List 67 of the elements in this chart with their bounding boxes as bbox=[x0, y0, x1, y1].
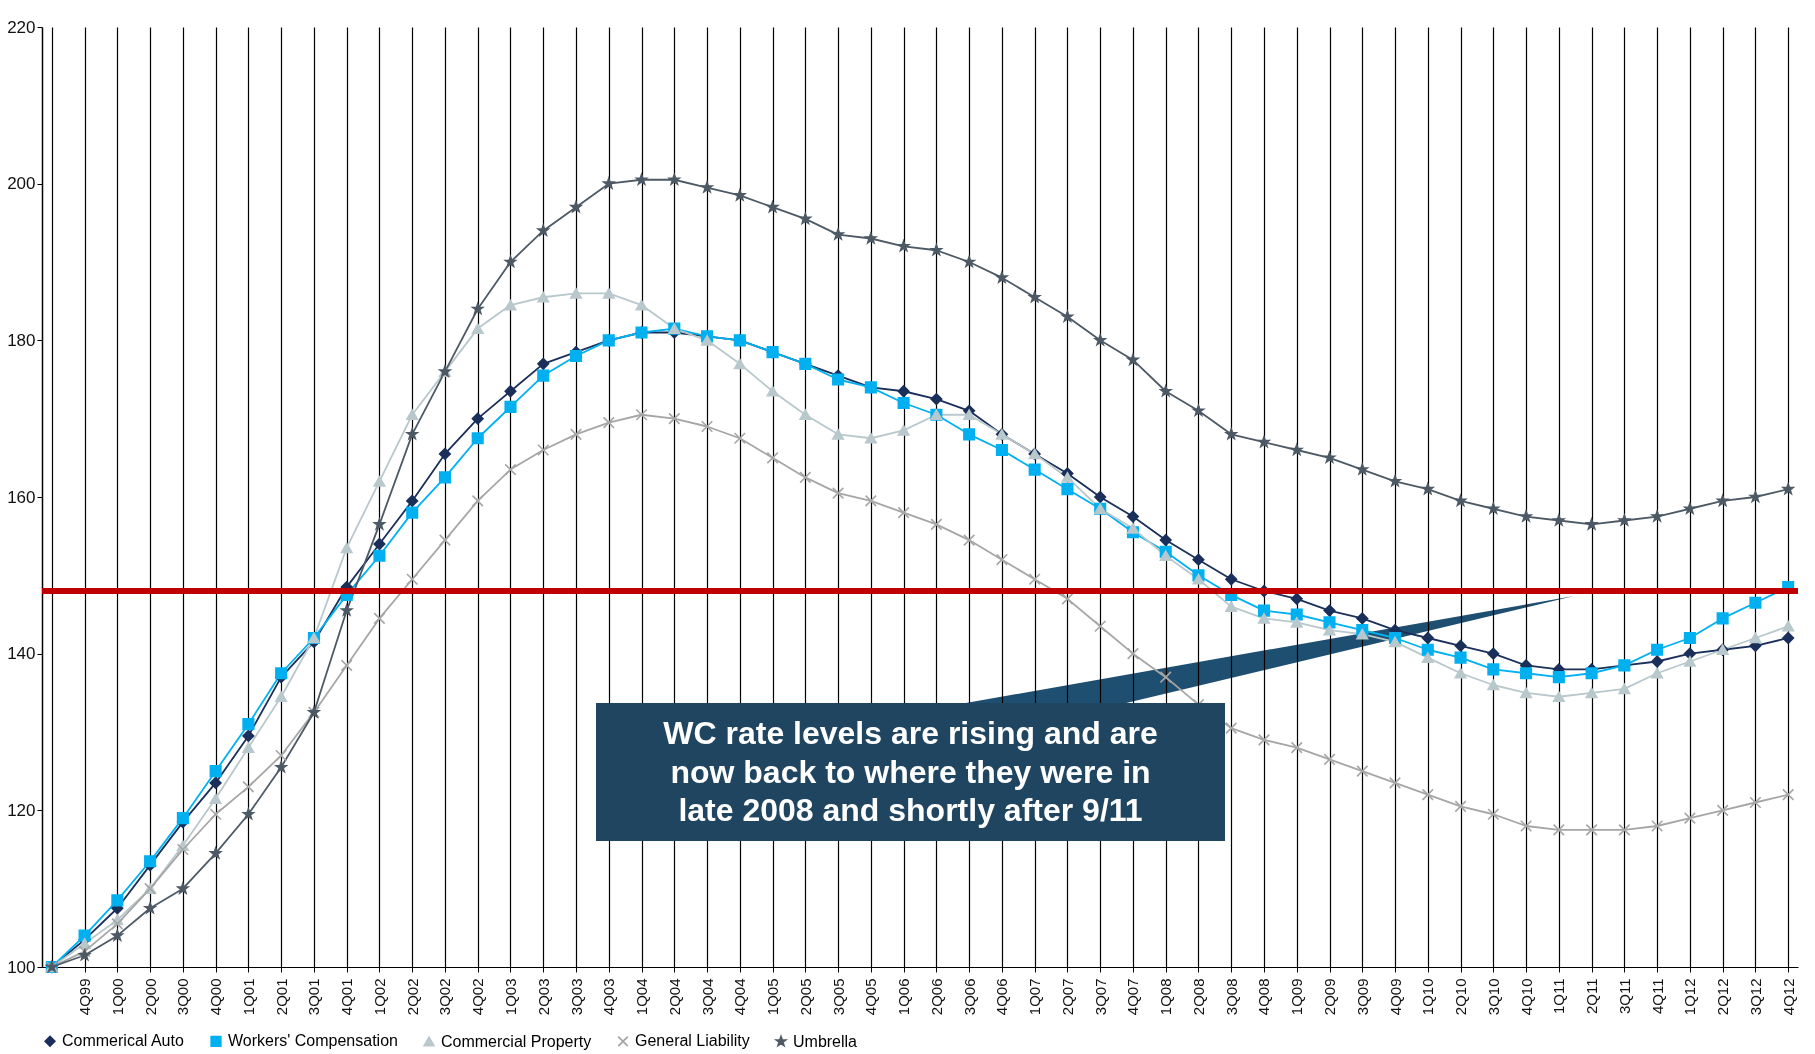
x-tick-label: 3Q08 bbox=[1222, 978, 1240, 1016]
x-tick-label: 4Q10 bbox=[1517, 978, 1535, 1016]
y-tick-label: 140 bbox=[7, 644, 36, 664]
x-tick-label: 2Q12 bbox=[1714, 978, 1732, 1016]
x-tick-label: 2Q11 bbox=[1583, 978, 1601, 1015]
x-tick-label: 4Q06 bbox=[993, 978, 1011, 1016]
x-tick-label: 2Q05 bbox=[796, 978, 814, 1016]
y-tick-label: 120 bbox=[7, 800, 36, 820]
x-tick-label: 3Q02 bbox=[436, 978, 454, 1016]
legend-label: Commerical Auto bbox=[62, 1032, 184, 1050]
x-tick-label: 1Q07 bbox=[1026, 978, 1044, 1016]
x-tick-label: 1Q00 bbox=[108, 978, 126, 1016]
x-tick-label: 4Q07 bbox=[1124, 978, 1142, 1016]
x-tick-label: 1Q02 bbox=[370, 978, 388, 1016]
x-tick-label: 2Q04 bbox=[665, 978, 683, 1016]
y-tick-label: 200 bbox=[7, 174, 36, 194]
x-tick-label: 2Q07 bbox=[1058, 978, 1076, 1016]
x-tick-label: 1Q05 bbox=[764, 978, 782, 1016]
legend-label: Workers' Compensation bbox=[228, 1032, 398, 1050]
x-tick-label: 3Q05 bbox=[829, 978, 847, 1016]
x-tick-label: 2Q09 bbox=[1321, 978, 1339, 1016]
y-tick-label: 180 bbox=[7, 330, 36, 350]
x-tick-label: 4Q08 bbox=[1255, 978, 1273, 1016]
x-tick-label: 4Q12 bbox=[1779, 978, 1797, 1016]
x-tick-label: 4Q99 bbox=[76, 978, 94, 1016]
legend-label: Commercial Property bbox=[441, 1032, 592, 1050]
x-tick-label: 4Q05 bbox=[862, 978, 880, 1016]
x-tick-label: 2Q02 bbox=[403, 978, 421, 1016]
x-tick-label: 4Q01 bbox=[338, 978, 356, 1016]
x-tick-label: 4Q04 bbox=[731, 978, 749, 1016]
annotation: WC rate levels are rising and are now back to where they were in late 2008 and shortly after 9/11 bbox=[596, 703, 1225, 841]
x-tick-label: 3Q07 bbox=[1091, 978, 1109, 1016]
x-tick-label: 1Q01 bbox=[239, 978, 257, 1016]
x-tick-label: 3Q10 bbox=[1484, 978, 1502, 1016]
x-tick-label: 3Q03 bbox=[567, 978, 585, 1016]
x-tick-label: 3Q06 bbox=[960, 978, 978, 1016]
x-tick-label: 3Q04 bbox=[698, 978, 716, 1016]
x-tick-label: 1Q08 bbox=[1157, 978, 1175, 1016]
x-tick-label: 2Q00 bbox=[141, 978, 159, 1016]
x-tick-label: 1Q12 bbox=[1681, 978, 1699, 1016]
legend-label: Umbrella bbox=[793, 1032, 858, 1050]
x-tick-label: 3Q01 bbox=[305, 978, 323, 1016]
y-tick-label: 160 bbox=[7, 487, 36, 507]
x-tick-label: 1Q10 bbox=[1419, 978, 1437, 1016]
x-tick-label: 1Q03 bbox=[501, 978, 519, 1016]
x-tick-label: 2Q01 bbox=[272, 978, 290, 1016]
x-tick-label: 1Q09 bbox=[1288, 978, 1306, 1016]
x-tick-label: 3Q11 bbox=[1615, 978, 1633, 1015]
x-tick-label: 4Q03 bbox=[600, 978, 618, 1016]
x-tick-label: 4Q02 bbox=[469, 978, 487, 1016]
x-tick-label: 1Q06 bbox=[895, 978, 913, 1016]
x-tick-label: 4Q11 bbox=[1648, 978, 1666, 1015]
legend-label: General Liability bbox=[635, 1032, 750, 1050]
x-tick-label: 2Q08 bbox=[1189, 978, 1207, 1016]
y-tick-label: 100 bbox=[7, 957, 36, 977]
x-tick-label: 4Q09 bbox=[1386, 978, 1404, 1016]
x-tick-label: 3Q09 bbox=[1353, 978, 1371, 1016]
x-tick-label: 2Q10 bbox=[1452, 978, 1470, 1016]
x-tick-label: 2Q06 bbox=[927, 978, 945, 1016]
x-tick-label: 3Q12 bbox=[1746, 978, 1764, 1016]
x-tick-label: 1Q11 bbox=[1550, 978, 1568, 1015]
x-tick-label: 2Q03 bbox=[534, 978, 552, 1016]
x-tick-label: 1Q04 bbox=[633, 978, 651, 1016]
callout-box: WC rate levels are rising and are now back to where they were in late 2008 and shortly after 9/11 bbox=[596, 596, 1574, 841]
x-tick-label: 3Q00 bbox=[174, 978, 192, 1016]
x-tick-label: 4Q00 bbox=[207, 978, 225, 1016]
y-tick-label: 220 bbox=[7, 17, 36, 37]
